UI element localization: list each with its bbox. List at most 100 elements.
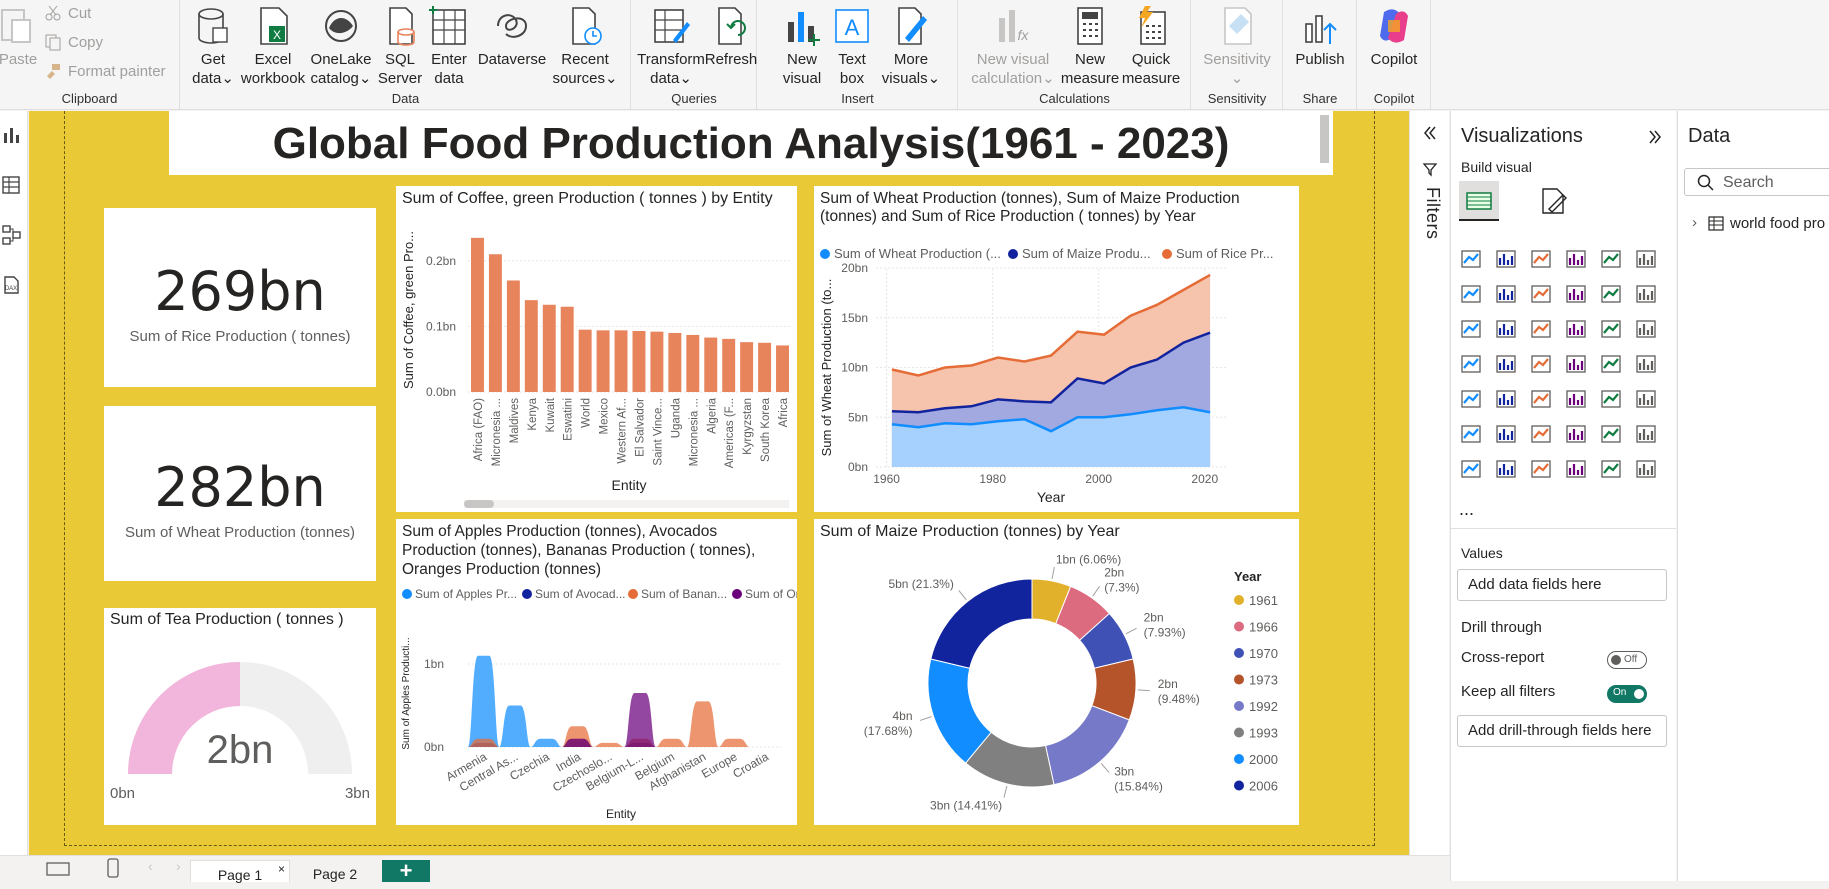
sensitivity-button[interactable]: Sensitivity ⌄: [1196, 4, 1278, 88]
new-visual-button[interactable]: New visual: [780, 4, 824, 88]
copilot-visual-icon[interactable]: [1634, 457, 1658, 481]
r-visual-icon[interactable]: [1634, 387, 1658, 411]
decomposition-tree-icon[interactable]: [1529, 422, 1553, 446]
pie-chart-icon[interactable]: [1599, 317, 1623, 341]
values-well[interactable]: Add data fields here: [1457, 569, 1667, 601]
paste-button[interactable]: Paste: [0, 4, 37, 69]
fruit-legend-label: Sum of Apples Pr...: [415, 587, 517, 601]
more-visuals-button[interactable]: More visuals⌄: [878, 4, 944, 88]
mobile-view-icon[interactable]: [106, 858, 120, 878]
format-painter-button[interactable]: Format painter: [44, 62, 166, 80]
card-new-icon[interactable]: [1494, 457, 1518, 481]
build-visual-tab[interactable]: [1459, 181, 1499, 221]
enter-data-button[interactable]: Enter data: [427, 4, 471, 88]
slicer-icon[interactable]: [1529, 387, 1553, 411]
kpi-icon[interactable]: [1494, 387, 1518, 411]
treemap-icon[interactable]: [1459, 352, 1483, 376]
power-apps-icon[interactable]: [1564, 457, 1588, 481]
keep-filters-toggle[interactable]: On: [1607, 685, 1647, 703]
multi-row-card-icon[interactable]: [1459, 387, 1483, 411]
100-bar-icon[interactable]: [1599, 247, 1623, 271]
text-box-button[interactable]: A Text box: [830, 4, 874, 88]
copilot-button[interactable]: Copilot: [1364, 4, 1424, 69]
previous-page-icon[interactable]: ‹: [148, 858, 153, 874]
goals-icon[interactable]: [1634, 422, 1658, 446]
maize-donut-chart-card[interactable]: Sum of Maize Production (tonnes) by Year…: [814, 519, 1299, 825]
funnel-icon[interactable]: [1529, 317, 1553, 341]
stacked-area-icon[interactable]: [1529, 282, 1553, 306]
cut-button[interactable]: Cut: [44, 4, 91, 22]
waterfall-icon[interactable]: [1494, 317, 1518, 341]
card-icon[interactable]: [1634, 352, 1658, 376]
quick-measure-button[interactable]: Quick measure: [1119, 4, 1183, 88]
line-column-icon[interactable]: [1599, 282, 1623, 306]
gauge-card-tea[interactable]: Sum of Tea Production ( tonnes ) 2bn 0bn…: [104, 608, 376, 825]
coffee-bar-chart-card[interactable]: Sum of Coffee, green Production ( tonnes…: [396, 186, 797, 512]
cross-report-toggle[interactable]: Off: [1607, 651, 1647, 669]
stacked-bar-icon[interactable]: [1459, 247, 1483, 271]
close-icon[interactable]: ×: [277, 862, 285, 876]
report-view-icon[interactable]: [2, 125, 22, 145]
table-icon[interactable]: [1564, 387, 1588, 411]
power-automate-icon[interactable]: [1599, 457, 1623, 481]
onelake-catalog-button[interactable]: OneLake catalog⌄: [309, 4, 373, 88]
report-title-card[interactable]: Global Food Production Analysis(1961 - 2…: [169, 111, 1333, 175]
clustered-bar-icon[interactable]: [1529, 247, 1553, 271]
narrative-icon[interactable]: [1599, 422, 1623, 446]
drill-through-well[interactable]: Add drill-through fields here: [1457, 715, 1667, 747]
dax-query-view-icon[interactable]: DAX: [2, 275, 22, 295]
area-chart-icon[interactable]: [1494, 282, 1518, 306]
python-visual-icon[interactable]: [1459, 422, 1483, 446]
collapse-filters-icon[interactable]: [1422, 125, 1438, 141]
get-data-button[interactable]: Get data⌄: [189, 4, 237, 88]
kpi-card-rice[interactable]: 269bn Sum of Rice Production ( tonnes): [104, 208, 376, 387]
new-visual-calculation-button[interactable]: fx New visual calculation⌄: [965, 4, 1061, 88]
excel-workbook-button[interactable]: X Excel workbook: [241, 4, 305, 88]
table-view-icon[interactable]: [2, 175, 22, 195]
model-view-icon[interactable]: [2, 225, 22, 245]
filled-map-icon[interactable]: [1529, 352, 1553, 376]
expand-pane-icon[interactable]: [1647, 129, 1663, 145]
100-column-icon[interactable]: [1634, 247, 1658, 271]
more-visuals-ellipsis[interactable]: ...: [1459, 499, 1475, 519]
clustered-column-icon[interactable]: [1564, 247, 1588, 271]
fruit-area-chart-card[interactable]: Sum of Apples Production (tonnes), Avoca…: [396, 519, 797, 825]
sql-server-button[interactable]: SQL Server: [377, 4, 423, 88]
page-tab-1[interactable]: Page 1 ×: [190, 860, 290, 883]
line-chart-icon[interactable]: [1459, 282, 1483, 306]
add-page-button[interactable]: +: [382, 860, 430, 882]
donut-chart-icon[interactable]: [1634, 317, 1658, 341]
new-measure-button[interactable]: New measure: [1061, 4, 1119, 88]
ribbon-chart-icon[interactable]: [1459, 317, 1483, 341]
transform-data-button[interactable]: Transform data⌄: [637, 4, 705, 88]
data-search-box[interactable]: Search: [1684, 168, 1829, 196]
slicer-new-icon[interactable]: [1529, 457, 1553, 481]
data-table-item[interactable]: › world food pro: [1692, 213, 1829, 237]
100-area-icon[interactable]: [1564, 282, 1588, 306]
key-influencers-icon[interactable]: [1494, 422, 1518, 446]
paginated-report-icon[interactable]: [1459, 457, 1483, 481]
gauge-icon[interactable]: [1599, 352, 1623, 376]
desktop-view-icon[interactable]: [46, 862, 70, 878]
qa-icon[interactable]: [1564, 422, 1588, 446]
filters-pane[interactable]: Filters: [1409, 111, 1449, 855]
azure-map-icon[interactable]: [1564, 352, 1588, 376]
stacked-column-icon[interactable]: [1494, 247, 1518, 271]
line-clustered-icon[interactable]: [1634, 282, 1658, 306]
next-page-icon[interactable]: ›: [176, 858, 181, 874]
scatter-icon[interactable]: [1564, 317, 1588, 341]
title-scrollbar[interactable]: [1320, 115, 1329, 163]
drill-through-label: Drill through: [1461, 619, 1542, 636]
page-tab-2[interactable]: Page 2: [290, 860, 380, 882]
publish-button[interactable]: Publish: [1290, 4, 1350, 69]
svg-text:fx: fx: [1018, 27, 1030, 43]
copy-button[interactable]: Copy: [44, 33, 103, 51]
matrix-icon[interactable]: [1599, 387, 1623, 411]
format-visual-icon[interactable]: [1537, 185, 1569, 217]
recent-sources-button[interactable]: Recent sources⌄: [549, 4, 621, 88]
refresh-button[interactable]: Refresh: [705, 4, 757, 69]
cereal-area-chart-card[interactable]: Sum of Wheat Production (tonnes), Sum of…: [814, 186, 1299, 512]
kpi-card-wheat[interactable]: 282bn Sum of Wheat Production (tonnes): [104, 406, 376, 581]
map-icon[interactable]: [1494, 352, 1518, 376]
dataverse-button[interactable]: Dataverse: [477, 4, 547, 69]
